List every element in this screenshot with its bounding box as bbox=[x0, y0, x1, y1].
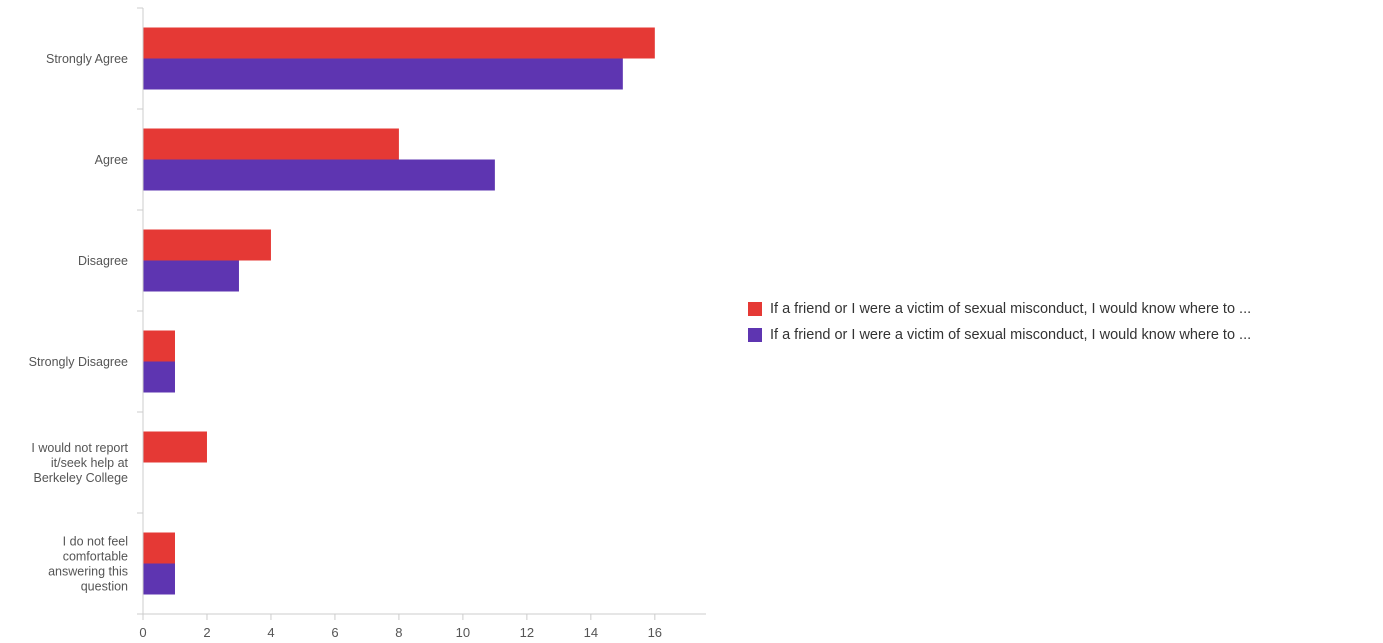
x-tick-label: 2 bbox=[203, 625, 210, 640]
bar-series-1-cat-2[interactable] bbox=[143, 128, 399, 160]
category-label-6: comfortable bbox=[63, 550, 128, 564]
x-tick-label: 12 bbox=[520, 625, 534, 640]
category-label-5: it/seek help at bbox=[51, 456, 129, 470]
category-label-5: Berkeley College bbox=[34, 471, 129, 485]
x-tick-label: 6 bbox=[331, 625, 338, 640]
legend-swatch-series-2 bbox=[748, 328, 762, 342]
category-label-1: Strongly Agree bbox=[46, 52, 128, 66]
bars-layer bbox=[143, 27, 655, 595]
category-labels: Strongly Agree Agree Disagree Strongly Disa… bbox=[29, 52, 129, 594]
x-tick-label: 4 bbox=[267, 625, 274, 640]
x-tick-labels: 0 2 4 6 8 10 12 14 16 bbox=[139, 625, 662, 640]
category-label-2: Agree bbox=[95, 153, 128, 167]
x-tick-label: 10 bbox=[456, 625, 470, 640]
category-label-6: answering this bbox=[48, 565, 128, 579]
bar-series-2-cat-6[interactable] bbox=[143, 563, 175, 595]
bar-series-1-cat-3[interactable] bbox=[143, 229, 271, 261]
legend-item-series-2[interactable]: If a friend or I were a victim of sexual… bbox=[748, 322, 1251, 348]
legend: If a friend or I were a victim of sexual… bbox=[748, 296, 1251, 348]
bar-series-1-cat-4[interactable] bbox=[143, 330, 175, 362]
category-label-3: Disagree bbox=[78, 254, 128, 268]
x-tick-label: 14 bbox=[584, 625, 598, 640]
legend-item-series-1[interactable]: If a friend or I were a victim of sexual… bbox=[748, 296, 1251, 322]
legend-swatch-series-1 bbox=[748, 302, 762, 316]
category-label-4: Strongly Disagree bbox=[29, 355, 128, 369]
bar-series-2-cat-1[interactable] bbox=[143, 58, 623, 90]
legend-label-series-2: If a friend or I were a victim of sexual… bbox=[770, 327, 1252, 343]
bar-series-1-cat-5[interactable] bbox=[143, 431, 207, 463]
axes-layer bbox=[137, 7, 706, 620]
category-label-6: I do not feel bbox=[63, 535, 128, 549]
category-label-5: I would not report bbox=[31, 441, 128, 455]
legend-label-series-1: If a friend or I were a victim of sexual… bbox=[770, 301, 1252, 317]
bar-series-1-cat-1[interactable] bbox=[143, 27, 655, 59]
bar-series-1-cat-6[interactable] bbox=[143, 532, 175, 564]
bar-series-2-cat-2[interactable] bbox=[143, 159, 495, 191]
category-label-6: question bbox=[81, 580, 128, 594]
bar-series-2-cat-3[interactable] bbox=[143, 260, 239, 292]
bar-series-2-cat-4[interactable] bbox=[143, 361, 175, 393]
x-tick-label: 8 bbox=[395, 625, 402, 640]
x-tick-label: 0 bbox=[139, 625, 146, 640]
x-tick-label: 16 bbox=[648, 625, 662, 640]
